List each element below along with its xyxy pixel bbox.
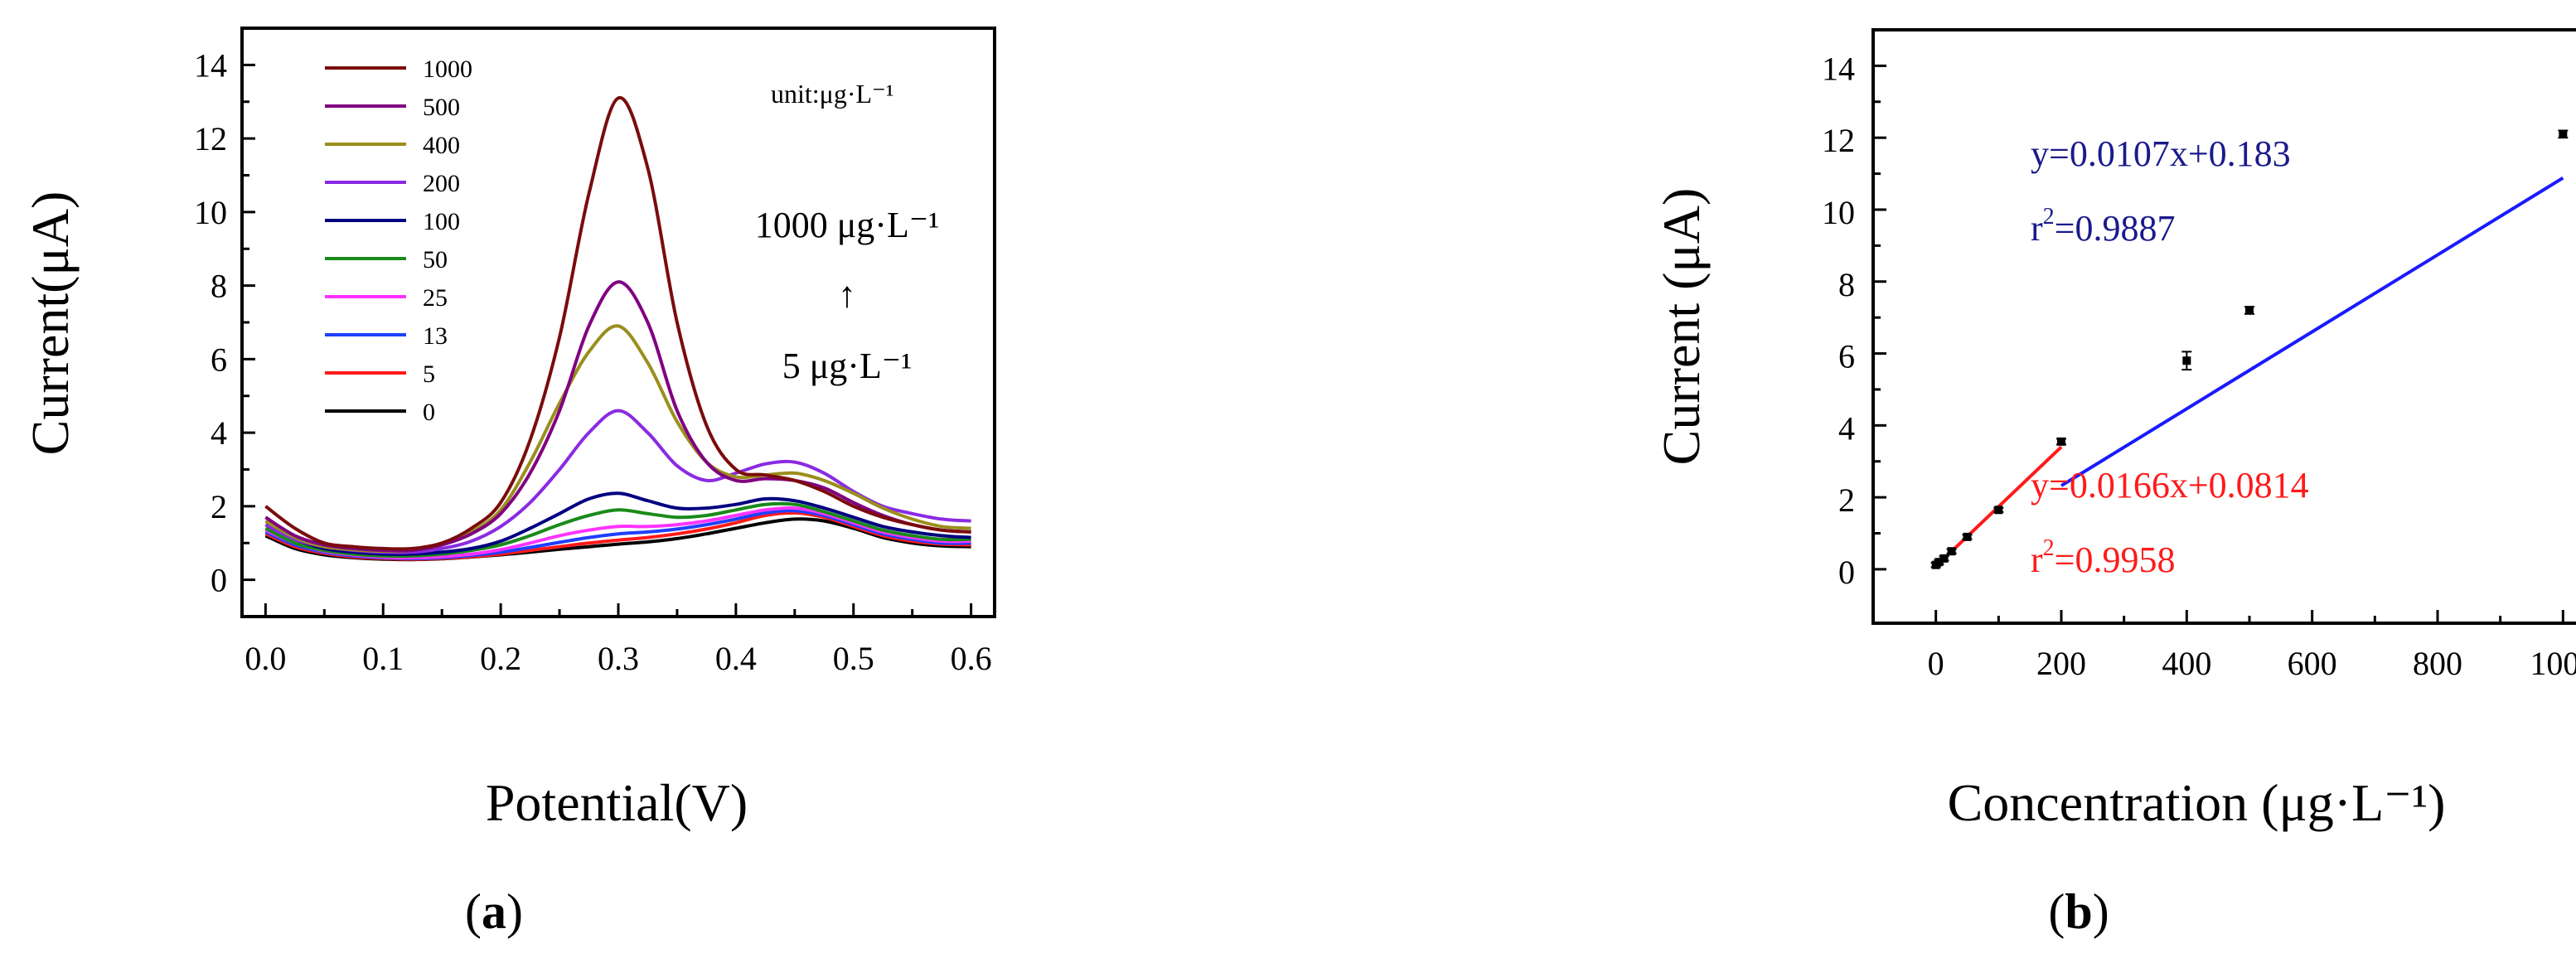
x-tick-label-a: 0.4 xyxy=(715,640,757,677)
data-point xyxy=(1934,558,1944,567)
panel-label-a-close: ) xyxy=(506,884,523,939)
fit-r2-red: r2=0.9958 xyxy=(2031,535,2175,580)
y-tick-label-b: 2 xyxy=(1838,481,1855,519)
legend-label-25: 25 xyxy=(423,284,448,312)
series-line-500 xyxy=(264,280,971,553)
x-tick-label-b: 600 xyxy=(2288,645,2337,682)
panel-label-b-close: ) xyxy=(2093,884,2109,939)
y-tick-label-a: 4 xyxy=(211,414,227,452)
x-tick-label-a: 0.3 xyxy=(598,640,639,677)
x-tick-label-a: 0.5 xyxy=(833,640,874,677)
panel-label-a-letter: a xyxy=(482,884,506,939)
legend-label-400: 400 xyxy=(423,132,460,159)
x-tick-label-b: 0 xyxy=(1928,645,1944,682)
fit-r2-red-sup: 2 xyxy=(2043,535,2055,561)
panel-label-a: (a) xyxy=(465,884,523,939)
y-axis-title-b: Current (μA) xyxy=(1652,188,1711,466)
x-tick-label-a: 0.1 xyxy=(362,640,404,677)
y-ticks-b: 0 2 4 6 8 10 12 14 xyxy=(1822,50,1886,591)
series-line-1000 xyxy=(264,96,971,551)
legend-label-200: 200 xyxy=(423,170,460,197)
series-line-100 xyxy=(264,491,971,556)
legend-label-50: 50 xyxy=(423,246,448,273)
data-point xyxy=(2182,356,2191,365)
fit-line-0 xyxy=(2060,176,2564,487)
unit-note: unit:μg·L⁻¹ xyxy=(771,79,894,109)
x-tick-label-a: 0.0 xyxy=(245,640,286,677)
y-tick-label-b: 8 xyxy=(1838,266,1855,303)
curves-layer xyxy=(264,96,971,562)
legend-label-0: 0 xyxy=(423,399,435,426)
panel-label-a-open: ( xyxy=(465,884,482,939)
y-tick-label-a: 14 xyxy=(194,46,227,84)
panel-label-b-letter: b xyxy=(2065,884,2092,939)
legend-label-100: 100 xyxy=(423,208,460,235)
fit-r2-blue-base: r xyxy=(2031,208,2043,249)
y-tick-label-b: 4 xyxy=(1838,409,1855,447)
y-tick-label-a: 8 xyxy=(211,268,227,305)
data-point xyxy=(2057,437,2065,446)
y-tick-label-b: 0 xyxy=(1838,554,1855,591)
points-layer xyxy=(1930,129,2569,569)
y-tick-label-a: 2 xyxy=(211,488,227,525)
data-point xyxy=(1963,532,1972,541)
annotation-bottom: 5 μg·L⁻¹ xyxy=(782,346,913,386)
x-tick-label-a: 0.6 xyxy=(951,640,992,677)
legend-label-500: 500 xyxy=(423,94,460,121)
data-point xyxy=(1994,506,2003,515)
x-axis-title-b: Concentration (μg·L⁻¹) xyxy=(1948,773,2446,832)
fit-r2-red-base: r xyxy=(2031,539,2043,580)
fit-r2-blue: r2=0.9887 xyxy=(2031,204,2175,249)
legend-label-1000: 1000 xyxy=(423,56,472,83)
y-tick-label-b: 10 xyxy=(1822,194,1855,231)
y-tick-label-a: 6 xyxy=(211,341,227,378)
y-axis-title-a: Current(μA) xyxy=(21,191,80,456)
x-tick-label-b: 400 xyxy=(2162,645,2211,682)
data-point xyxy=(2559,129,2568,138)
y-tick-label-b: 14 xyxy=(1822,50,1855,87)
series-line-50 xyxy=(264,501,971,559)
panel-label-b-open: ( xyxy=(2048,884,2065,939)
y-tick-label-b: 6 xyxy=(1838,338,1855,375)
plot-frame-b xyxy=(1871,28,2576,625)
fit-r2-blue-value: =0.9887 xyxy=(2055,208,2176,249)
y-ticks-a: 0 2 4 6 8 10 12 14 xyxy=(194,46,255,599)
panel-label-b: (b) xyxy=(2048,884,2109,939)
fit-equation-red: y=0.0166x+0.0814 xyxy=(2031,465,2309,506)
y-tick-label-a: 10 xyxy=(194,194,227,231)
x-axis-title-a: Potential(V) xyxy=(486,773,748,832)
panel-b: 0 200 400 600 800 1000 0 2 4 6 8 10 12 14 y=0.0107x+… xyxy=(1652,28,2576,939)
x-tick-label-b: 200 xyxy=(2036,645,2086,682)
y-tick-label-a: 12 xyxy=(194,120,227,157)
annotation-top: 1000 μg·L⁻¹ xyxy=(755,205,940,245)
legend-label-13: 13 xyxy=(423,322,448,350)
data-point xyxy=(2245,306,2254,315)
x-ticks-b: 0 200 400 600 800 1000 xyxy=(1928,610,2576,682)
x-tick-label-b: 1000 xyxy=(2530,645,2576,682)
x-tick-label-a: 0.2 xyxy=(480,640,521,677)
y-tick-label-a: 0 xyxy=(211,562,227,599)
fit-equation-blue: y=0.0107x+0.183 xyxy=(2031,133,2291,174)
annotation-arrow: ↑ xyxy=(838,274,856,315)
x-ticks-a: 0.0 0.1 0.2 0.3 0.4 0.5 0.6 xyxy=(245,603,992,677)
fit-r2-blue-sup: 2 xyxy=(2043,204,2055,230)
data-point xyxy=(1947,547,1956,556)
y-tick-label-b: 12 xyxy=(1822,122,1855,159)
data-point xyxy=(1939,554,1949,563)
legend-label-5: 5 xyxy=(423,360,435,388)
x-tick-label-b: 800 xyxy=(2413,645,2462,682)
fit-r2-red-value: =0.9958 xyxy=(2055,539,2176,580)
